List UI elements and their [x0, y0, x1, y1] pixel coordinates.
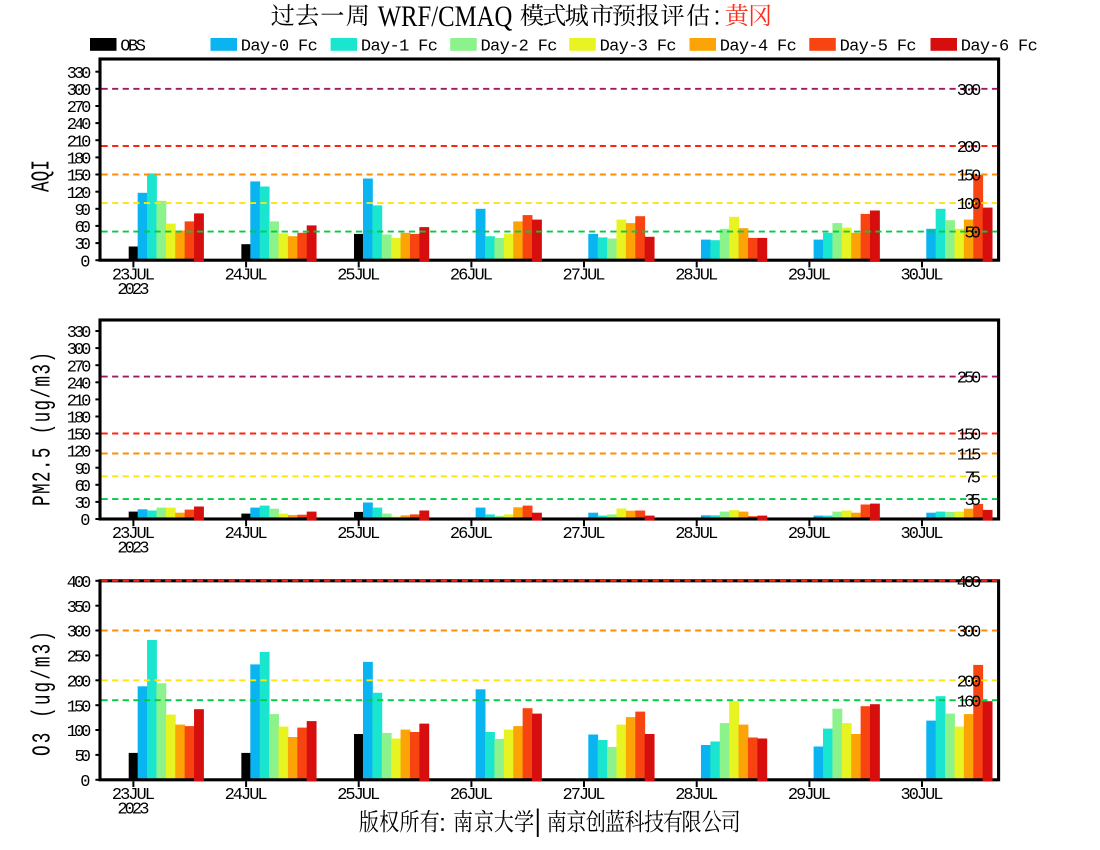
svg-text:90: 90 — [75, 461, 91, 480]
svg-text:Day-0 Fc: Day-0 Fc — [241, 38, 318, 57]
svg-text:150: 150 — [67, 698, 92, 717]
svg-text:50: 50 — [965, 225, 981, 244]
svg-text:Day-6 Fc: Day-6 Fc — [961, 38, 1038, 57]
svg-text:300: 300 — [957, 82, 982, 101]
svg-text:23JUL: 23JUL — [112, 525, 155, 544]
svg-text:29JUL: 29JUL — [788, 786, 831, 805]
svg-text:75: 75 — [965, 469, 981, 488]
svg-text:240: 240 — [67, 116, 92, 135]
svg-text:270: 270 — [67, 99, 92, 118]
svg-text:AQI: AQI — [27, 160, 56, 192]
svg-text:27JUL: 27JUL — [563, 266, 606, 285]
svg-text:Day-2 Fc: Day-2 Fc — [481, 38, 558, 57]
svg-text:240: 240 — [67, 375, 92, 394]
svg-text:300: 300 — [67, 341, 92, 360]
svg-text:100: 100 — [957, 196, 982, 215]
svg-text:29JUL: 29JUL — [788, 266, 831, 285]
svg-text:60: 60 — [75, 219, 91, 238]
svg-text:100: 100 — [67, 723, 92, 742]
svg-text:30: 30 — [75, 236, 91, 255]
svg-text:200: 200 — [957, 139, 982, 158]
svg-text:25JUL: 25JUL — [337, 786, 380, 805]
svg-text:90: 90 — [75, 202, 91, 221]
svg-text:250: 250 — [957, 370, 982, 389]
svg-text:2023: 2023 — [117, 281, 149, 300]
svg-text:0: 0 — [80, 773, 90, 792]
svg-text:24JUL: 24JUL — [225, 525, 268, 544]
svg-text:OBS: OBS — [120, 38, 146, 57]
svg-text:Day-5 Fc: Day-5 Fc — [840, 38, 917, 57]
svg-text:2023: 2023 — [117, 800, 149, 819]
svg-text:23JUL: 23JUL — [112, 786, 155, 805]
svg-text:35: 35 — [965, 492, 981, 511]
svg-text:28JUL: 28JUL — [675, 786, 718, 805]
svg-text:30: 30 — [75, 495, 91, 514]
svg-text:Day-1 Fc: Day-1 Fc — [361, 38, 438, 57]
svg-text:0: 0 — [80, 253, 90, 272]
svg-text:350: 350 — [67, 599, 92, 618]
svg-text:300: 300 — [67, 82, 92, 101]
svg-text:Day-4 Fc: Day-4 Fc — [720, 38, 797, 57]
svg-text:60: 60 — [75, 478, 91, 497]
svg-text:0: 0 — [80, 512, 90, 531]
svg-text:23JUL: 23JUL — [112, 266, 155, 285]
svg-text:180: 180 — [67, 151, 92, 170]
svg-text:WRF/CMAQ: WRF/CMAQ — [378, 0, 513, 33]
svg-text:24JUL: 24JUL — [225, 266, 268, 285]
svg-text:25JUL: 25JUL — [337, 266, 380, 285]
svg-text:400: 400 — [957, 574, 982, 593]
svg-text:330: 330 — [67, 324, 92, 343]
svg-text:50: 50 — [75, 748, 91, 767]
svg-text:300: 300 — [67, 624, 92, 643]
svg-text:29JUL: 29JUL — [788, 525, 831, 544]
svg-text:270: 270 — [67, 358, 92, 377]
svg-text:330: 330 — [67, 65, 92, 84]
svg-text:26JUL: 26JUL — [450, 786, 493, 805]
svg-text:120: 120 — [67, 185, 92, 204]
svg-text:150: 150 — [67, 427, 92, 446]
svg-text:150: 150 — [67, 168, 92, 187]
svg-text:26JUL: 26JUL — [450, 525, 493, 544]
svg-text:150: 150 — [957, 427, 982, 446]
svg-text:150: 150 — [957, 168, 982, 187]
svg-text:400: 400 — [67, 574, 92, 593]
svg-text:28JUL: 28JUL — [675, 525, 718, 544]
svg-text:180: 180 — [67, 410, 92, 429]
svg-text:210: 210 — [67, 133, 92, 152]
svg-text:160: 160 — [957, 693, 982, 712]
svg-text:200: 200 — [957, 673, 982, 692]
svg-text:26JUL: 26JUL — [450, 266, 493, 285]
svg-text:28JUL: 28JUL — [675, 266, 718, 285]
svg-text:30JUL: 30JUL — [901, 266, 944, 285]
svg-text:Day-3 Fc: Day-3 Fc — [600, 38, 677, 57]
svg-text:30JUL: 30JUL — [901, 786, 944, 805]
svg-text:115: 115 — [957, 447, 982, 466]
svg-text:120: 120 — [67, 444, 92, 463]
svg-text:200: 200 — [67, 673, 92, 692]
svg-text:27JUL: 27JUL — [563, 525, 606, 544]
svg-text:24JUL: 24JUL — [225, 786, 268, 805]
svg-text:210: 210 — [67, 393, 92, 412]
svg-text:27JUL: 27JUL — [563, 786, 606, 805]
svg-text:250: 250 — [67, 649, 92, 668]
svg-text:2023: 2023 — [117, 540, 149, 559]
svg-text:30JUL: 30JUL — [901, 525, 944, 544]
svg-text:300: 300 — [957, 624, 982, 643]
svg-text:PM2.5 (ug/m3): PM2.5 (ug/m3) — [29, 352, 58, 506]
svg-text:25JUL: 25JUL — [337, 525, 380, 544]
